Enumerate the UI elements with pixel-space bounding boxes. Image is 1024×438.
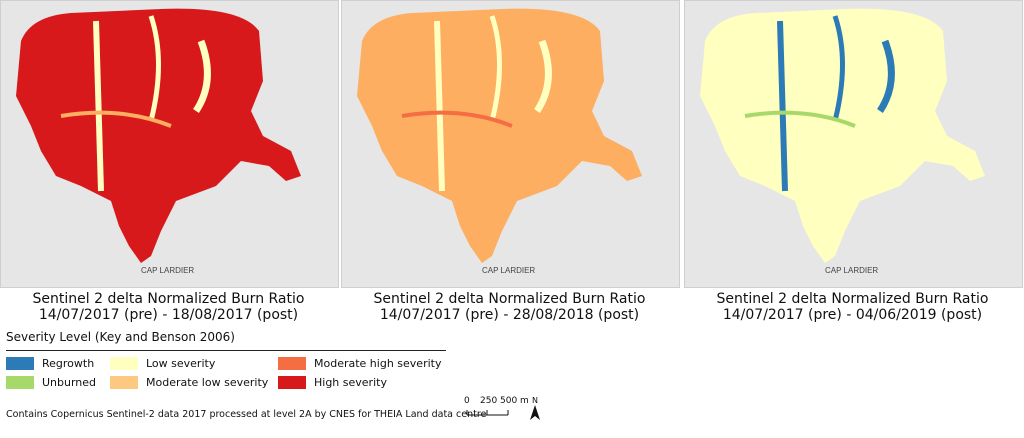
north-label: N bbox=[532, 396, 538, 405]
legend-label: Moderate high severity bbox=[314, 357, 442, 370]
map-panel-2017: CAP LARDIER bbox=[0, 0, 339, 288]
caption-title: Sentinel 2 delta Normalized Burn Ratio bbox=[716, 291, 989, 307]
legend-swatch bbox=[6, 376, 34, 389]
north-arrow-icon: N bbox=[528, 396, 542, 422]
map-panel-2019: CAP LARDIER bbox=[684, 0, 1023, 288]
streak-1 bbox=[434, 20, 445, 192]
streak-1 bbox=[777, 20, 788, 192]
burn-area bbox=[357, 8, 642, 263]
scale-label-500: 500 m bbox=[500, 396, 529, 406]
place-label: CAP LARDIER bbox=[141, 266, 194, 275]
streak-2 bbox=[489, 15, 502, 122]
caption-2017: Sentinel 2 delta Normalized Burn Ratio 1… bbox=[0, 291, 337, 323]
scale-label-250: 250 bbox=[480, 396, 498, 406]
scale-bar: 0 250 500 m bbox=[464, 396, 529, 422]
burn-area bbox=[16, 8, 301, 263]
streak-4 bbox=[60, 110, 172, 128]
streak-4 bbox=[744, 110, 856, 128]
place-label: CAP LARDIER bbox=[482, 266, 535, 275]
streak-3 bbox=[534, 39, 552, 113]
streak-4 bbox=[401, 110, 513, 128]
scale-bar-graphic bbox=[466, 410, 509, 416]
dnbr-map-2018: CAP LARDIER bbox=[342, 1, 679, 287]
legend-item-moderate-low-severity: Moderate low severity bbox=[110, 376, 268, 389]
caption-title: Sentinel 2 delta Normalized Burn Ratio bbox=[373, 291, 646, 307]
legend-item-low-severity: Low severity bbox=[110, 357, 215, 370]
legend-swatch bbox=[110, 376, 138, 389]
legend-label: Moderate low severity bbox=[146, 376, 269, 389]
caption-dates: 14/07/2017 (pre) - 28/08/2018 (post) bbox=[379, 307, 640, 323]
scale-label-0: 0 bbox=[464, 396, 470, 406]
legend-divider bbox=[6, 350, 446, 351]
legend-swatch bbox=[110, 357, 138, 370]
caption-title: Sentinel 2 delta Normalized Burn Ratio bbox=[32, 291, 305, 307]
caption-2019: Sentinel 2 delta Normalized Burn Ratio 1… bbox=[684, 291, 1021, 323]
dnbr-map-2017: CAP LARDIER bbox=[1, 1, 338, 287]
burn-area bbox=[700, 8, 985, 263]
streak-3 bbox=[877, 39, 895, 113]
legend-swatch bbox=[6, 357, 34, 370]
map-panel-2018: CAP LARDIER bbox=[341, 0, 680, 288]
legend-label: High severity bbox=[314, 376, 387, 389]
streak-2 bbox=[148, 15, 161, 122]
caption-dates: 14/07/2017 (pre) - 18/08/2017 (post) bbox=[38, 307, 299, 323]
legend-swatch bbox=[278, 357, 306, 370]
dnbr-map-2019: CAP LARDIER bbox=[685, 1, 1022, 287]
legend-label: Unburned bbox=[42, 376, 97, 389]
streak-1 bbox=[93, 20, 104, 192]
place-label: CAP LARDIER bbox=[825, 266, 878, 275]
caption-2018: Sentinel 2 delta Normalized Burn Ratio 1… bbox=[341, 291, 678, 323]
legend-swatch bbox=[278, 376, 306, 389]
legend-item-moderate-high-severity: Moderate high severity bbox=[278, 357, 441, 370]
legend-item-regrowth: Regrowth bbox=[6, 357, 94, 370]
caption-dates: 14/07/2017 (pre) - 04/06/2019 (post) bbox=[722, 307, 983, 323]
legend-title: Severity Level (Key and Benson 2006) bbox=[6, 330, 235, 344]
legend-label: Regrowth bbox=[42, 357, 95, 370]
legend-item-unburned: Unburned bbox=[6, 376, 96, 389]
streak-3 bbox=[193, 39, 211, 113]
legend-label: Low severity bbox=[146, 357, 216, 370]
data-credit: Contains Copernicus Sentinel-2 data 2017… bbox=[6, 409, 487, 420]
streak-2 bbox=[832, 15, 845, 122]
legend-item-high-severity: High severity bbox=[278, 376, 387, 389]
